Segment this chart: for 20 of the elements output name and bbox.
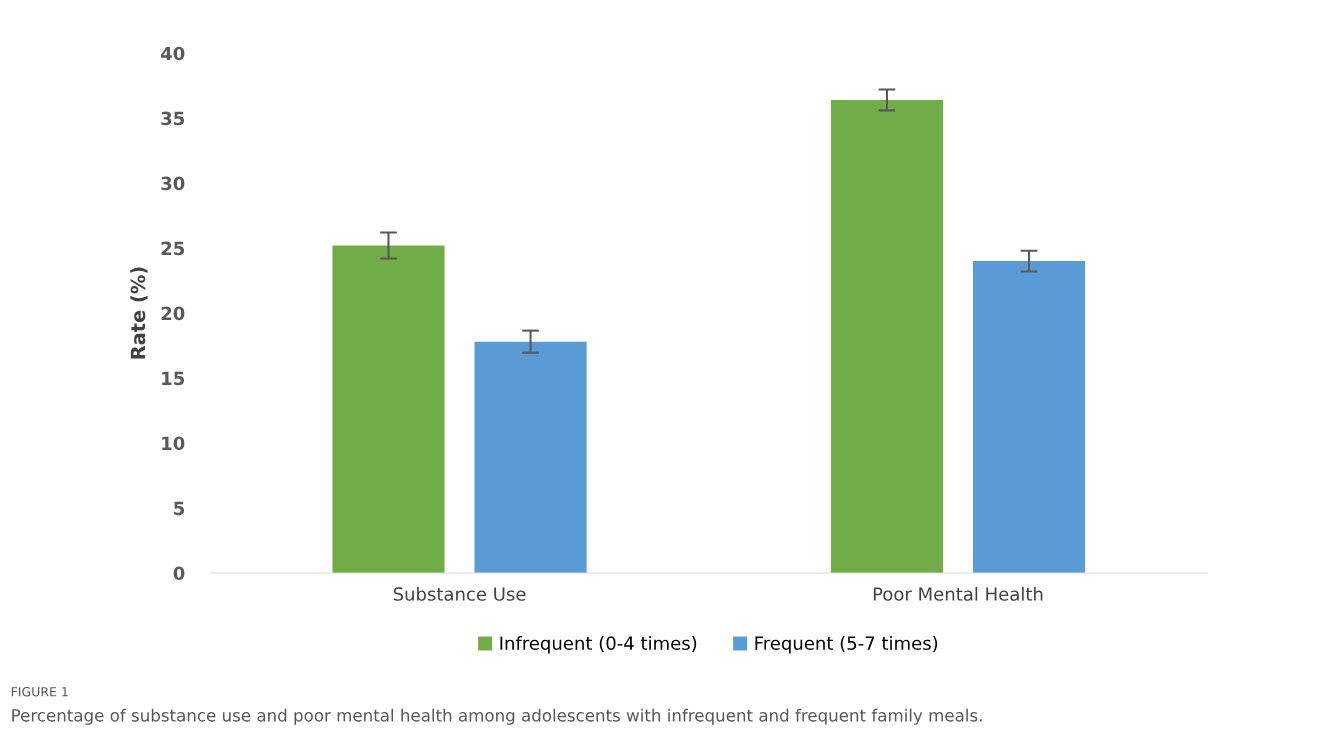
bar [474,341,587,573]
y-axis-title: Rate (%) [130,267,148,359]
x-tick-label: Substance Use [393,586,526,601]
y-tick-label: 15 [162,371,185,386]
bar [830,99,944,573]
y-tick-label: 30 [161,176,185,191]
y-tick-label: 35 [161,111,185,126]
y-tick-label: 20 [161,306,185,321]
y-tick-label: 10 [162,436,185,451]
bar [972,261,1086,573]
legend-label: Frequent (5-7 times) [755,636,938,654]
y-tick-label: 5 [174,501,185,516]
caption: FIGURE 1 [11,687,68,697]
y-tick-label: 0 [173,566,185,581]
bar [332,245,445,573]
text: Percentage of substance use and poor mental health among adolescents with infrequent and frequent family meals. [12,708,982,725]
y-tick-label: 25 [161,241,185,256]
legend-label: Infrequent (0-4 times) [500,636,697,654]
x-tick-label: Poor Mental Health [873,586,1043,601]
y-tick-label: 40 [160,46,185,61]
